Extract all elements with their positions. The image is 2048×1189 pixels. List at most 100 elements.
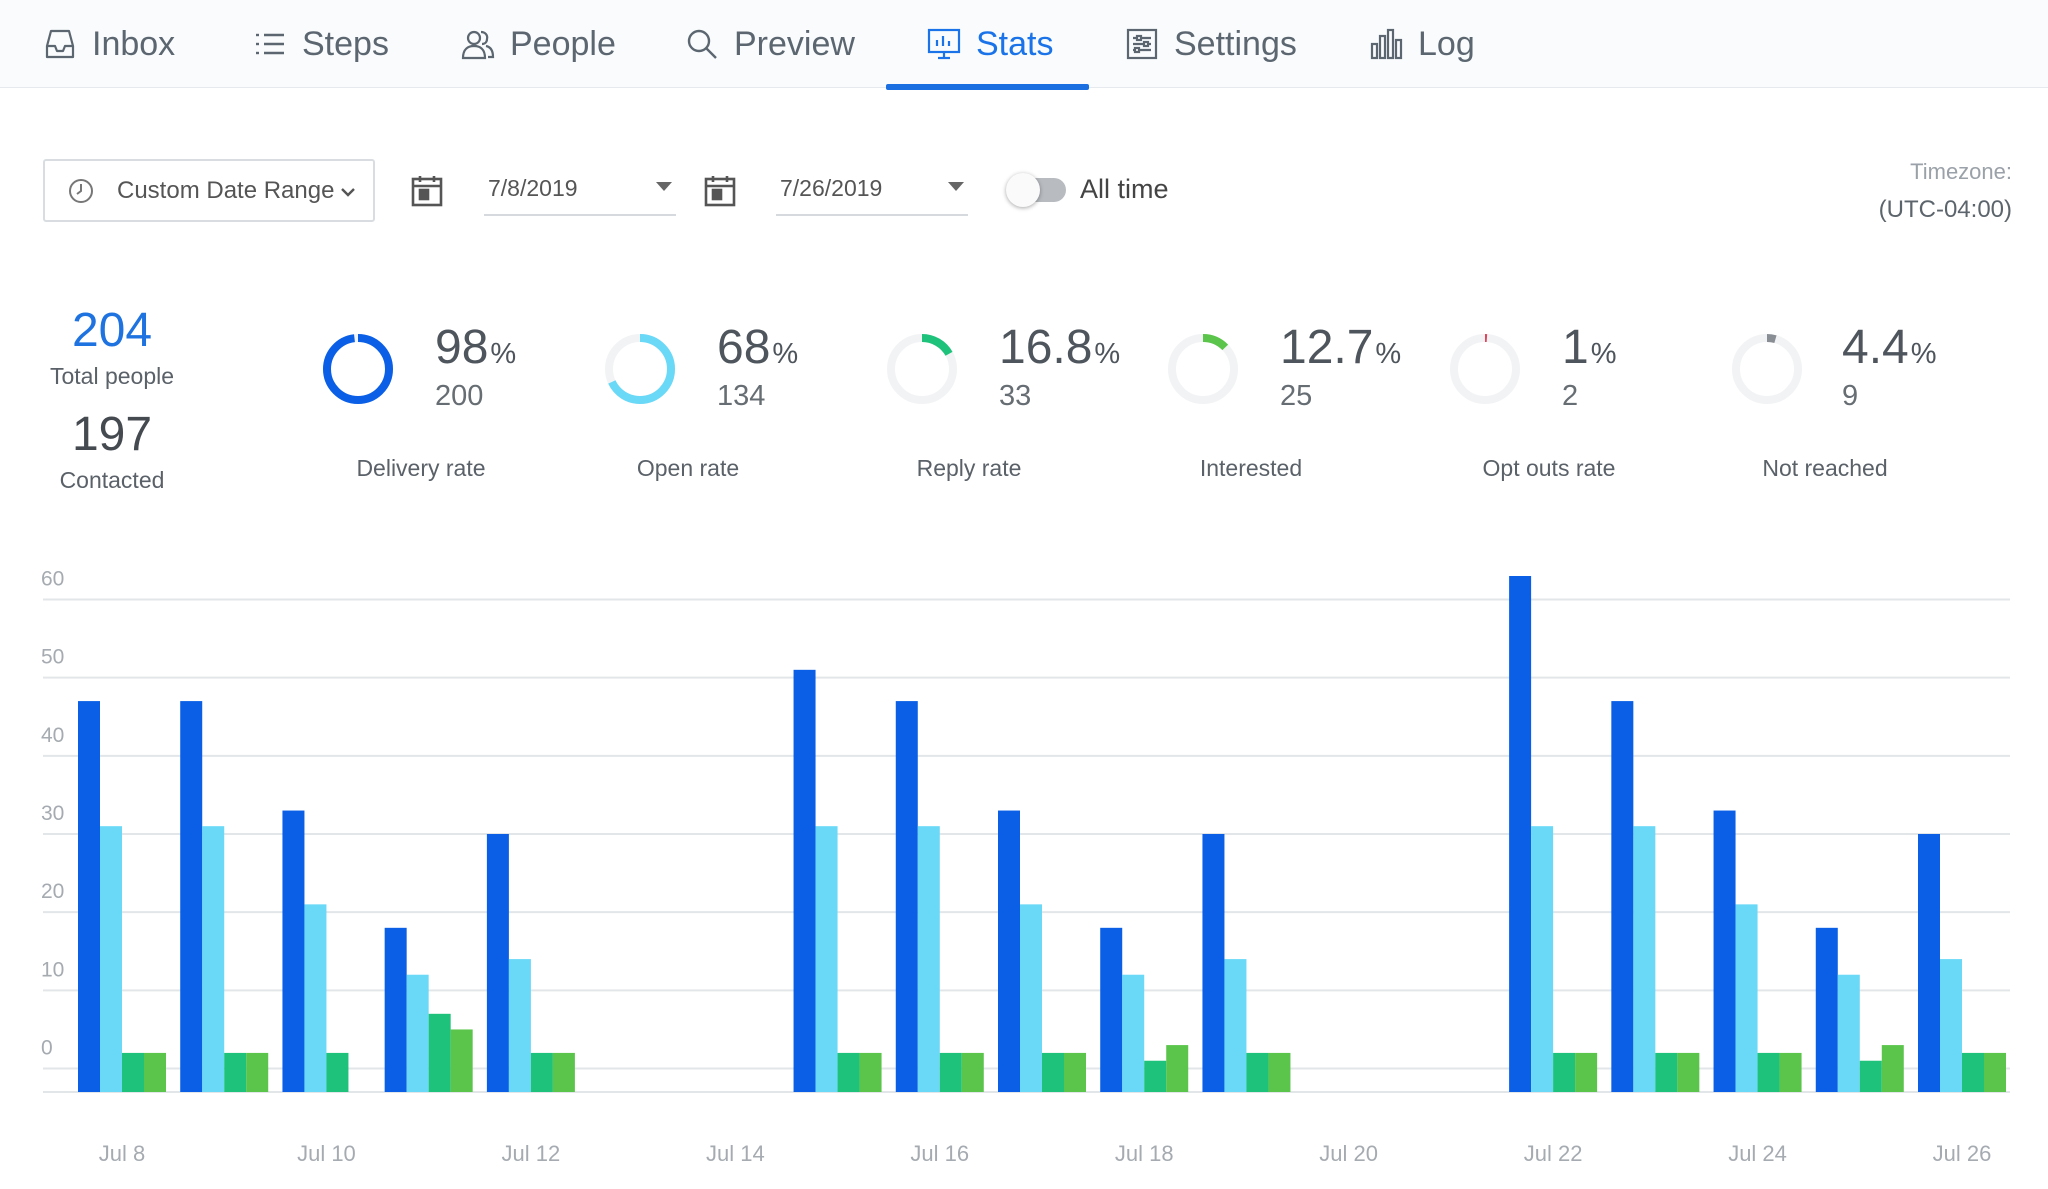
bar-jul-11-series-1[interactable] — [384, 927, 407, 1092]
tab-log[interactable]: Log — [1368, 0, 1475, 88]
tab-people[interactable]: People — [460, 0, 616, 88]
bar-jul-25-series-2[interactable] — [1837, 974, 1860, 1092]
bar-jul-12-series-4[interactable] — [552, 1052, 575, 1092]
bar-jul-25-series-3[interactable] — [1859, 1060, 1882, 1092]
bar-jul-15-series-4[interactable] — [859, 1052, 882, 1092]
bar-jul-25-series-4[interactable] — [1881, 1045, 1904, 1092]
bar-jul-12-series-1[interactable] — [486, 834, 509, 1092]
bar-jul-8-series-4[interactable] — [144, 1052, 166, 1092]
x-tick-label: Jul 26 — [1933, 1141, 1992, 1166]
bar-jul-16-series-4[interactable] — [961, 1052, 984, 1092]
tab-preview[interactable]: Preview — [684, 0, 855, 88]
bar-jul-17-series-1[interactable] — [998, 810, 1020, 1092]
calendar-icon[interactable] — [703, 174, 737, 208]
reply-rate-label: Reply rate — [916, 455, 1022, 481]
bar-jul-23-series-2[interactable] — [1633, 826, 1656, 1092]
bar-jul-26-series-2[interactable] — [1940, 959, 1962, 1092]
delivery-rate-percent: 98% — [435, 321, 517, 374]
bar-jul-22-series-3[interactable] — [1553, 1052, 1576, 1092]
bar-jul-23-series-4[interactable] — [1677, 1052, 1700, 1092]
calendar-icon[interactable] — [410, 174, 444, 208]
tab-label: Inbox — [92, 24, 176, 63]
bar-jul-24-series-4[interactable] — [1779, 1052, 1802, 1092]
interested-label: Interested — [1199, 455, 1303, 481]
bar-jul-18-series-4[interactable] — [1166, 1045, 1189, 1092]
bar-jul-9-series-4[interactable] — [246, 1052, 269, 1092]
bar-jul-11-series-4[interactable] — [450, 1029, 473, 1092]
tab-label: Stats — [976, 24, 1054, 63]
not-reached-arc — [1732, 334, 1802, 404]
bar-jul-22-series-2[interactable] — [1531, 826, 1554, 1092]
search-icon — [687, 29, 717, 59]
bar-jul-16-series-3[interactable] — [939, 1052, 962, 1092]
contacted-value: 197 — [71, 408, 153, 461]
bar-jul-24-series-2[interactable] — [1735, 904, 1758, 1092]
bar-jul-19-series-1[interactable] — [1202, 834, 1225, 1092]
bar-jul-17-series-2[interactable] — [1020, 904, 1042, 1092]
bar-jul-24-series-1[interactable] — [1713, 810, 1736, 1092]
bar-jul-11-series-3[interactable] — [428, 1013, 451, 1092]
x-tick-label: Jul 10 — [297, 1141, 356, 1166]
list-icon — [256, 33, 284, 55]
contacted-label: Contacted — [59, 467, 165, 493]
bar-jul-19-series-2[interactable] — [1224, 959, 1247, 1092]
y-tick-label: 40 — [41, 724, 64, 747]
open-rate-label: Open rate — [636, 455, 740, 481]
tab-label: Log — [1418, 24, 1475, 63]
bar-jul-18-series-1[interactable] — [1100, 927, 1123, 1092]
bar-jul-26-series-3[interactable] — [1962, 1052, 1984, 1092]
bar-jul-8-series-1[interactable] — [78, 701, 100, 1092]
end-date-value: 7/26/2019 — [780, 174, 883, 201]
date-range-value: Custom Date Range — [117, 176, 335, 204]
bar-jul-18-series-3[interactable] — [1144, 1060, 1167, 1092]
bar-jul-10-series-1[interactable] — [282, 810, 305, 1092]
x-tick-label: Jul 8 — [99, 1141, 145, 1166]
bar-jul-10-series-2[interactable] — [304, 904, 327, 1092]
tab-inbox[interactable]: Inbox — [42, 0, 175, 88]
interested-count: 25 — [1280, 380, 1313, 412]
bar-jul-19-series-3[interactable] — [1246, 1052, 1269, 1092]
bar-jul-12-series-2[interactable] — [508, 959, 531, 1092]
bar-jul-10-series-3[interactable] — [326, 1052, 349, 1092]
bar-jul-16-series-2[interactable] — [917, 826, 940, 1092]
reply-count: 33 — [999, 380, 1032, 412]
not-reached-count: 9 — [1842, 380, 1859, 412]
bar-jul-19-series-4[interactable] — [1268, 1052, 1291, 1092]
start-date-field[interactable]: 7/8/2019 — [484, 162, 676, 216]
all-time-toggle[interactable] — [1006, 173, 1066, 207]
x-tick-label: Jul 24 — [1728, 1141, 1787, 1166]
bar-jul-26-series-1[interactable] — [1918, 834, 1940, 1092]
tab-stats[interactable]: Stats — [885, 0, 1091, 90]
bar-jul-23-series-3[interactable] — [1655, 1052, 1678, 1092]
bar-jul-9-series-3[interactable] — [224, 1052, 247, 1092]
bar-jul-18-series-2[interactable] — [1122, 974, 1145, 1092]
tab-label: People — [510, 24, 616, 63]
bar-jul-23-series-1[interactable] — [1611, 701, 1634, 1092]
bar-jul-9-series-1[interactable] — [180, 701, 203, 1092]
bar-jul-11-series-2[interactable] — [406, 974, 429, 1092]
reply-rate-arc — [887, 334, 957, 404]
interested-percent: 12.7% — [1280, 321, 1402, 374]
x-tick-label: Jul 14 — [706, 1141, 765, 1166]
bar-jul-22-series-1[interactable] — [1509, 576, 1532, 1092]
bar-jul-26-series-4[interactable] — [1984, 1052, 2006, 1092]
bar-jul-9-series-2[interactable] — [202, 826, 225, 1092]
end-date-field[interactable]: 7/26/2019 — [776, 162, 968, 216]
bar-jul-16-series-1[interactable] — [895, 701, 918, 1092]
people-icon — [461, 30, 495, 60]
bar-jul-22-series-4[interactable] — [1575, 1052, 1598, 1092]
bar-jul-25-series-1[interactable] — [1815, 927, 1838, 1092]
bar-jul-17-series-4[interactable] — [1064, 1052, 1086, 1092]
tab-steps[interactable]: Steps — [252, 0, 389, 88]
date-range-select[interactable]: Custom Date Range — [43, 159, 375, 222]
bar-jul-8-series-3[interactable] — [122, 1052, 144, 1092]
bar-jul-12-series-3[interactable] — [530, 1052, 553, 1092]
tab-settings[interactable]: Settings — [1124, 0, 1297, 88]
bar-jul-15-series-1[interactable] — [793, 669, 816, 1092]
bar-jul-17-series-3[interactable] — [1042, 1052, 1064, 1092]
bar-jul-15-series-3[interactable] — [837, 1052, 860, 1092]
bar-jul-15-series-2[interactable] — [815, 826, 838, 1092]
daily-stats-bar-chart: 0 10 20 30 40 50 60 Jul 8 Jul 10 Jul 12 Jul 14 Jul … — [41, 567, 2010, 1166]
bar-jul-24-series-3[interactable] — [1757, 1052, 1780, 1092]
bar-jul-8-series-2[interactable] — [100, 826, 122, 1092]
